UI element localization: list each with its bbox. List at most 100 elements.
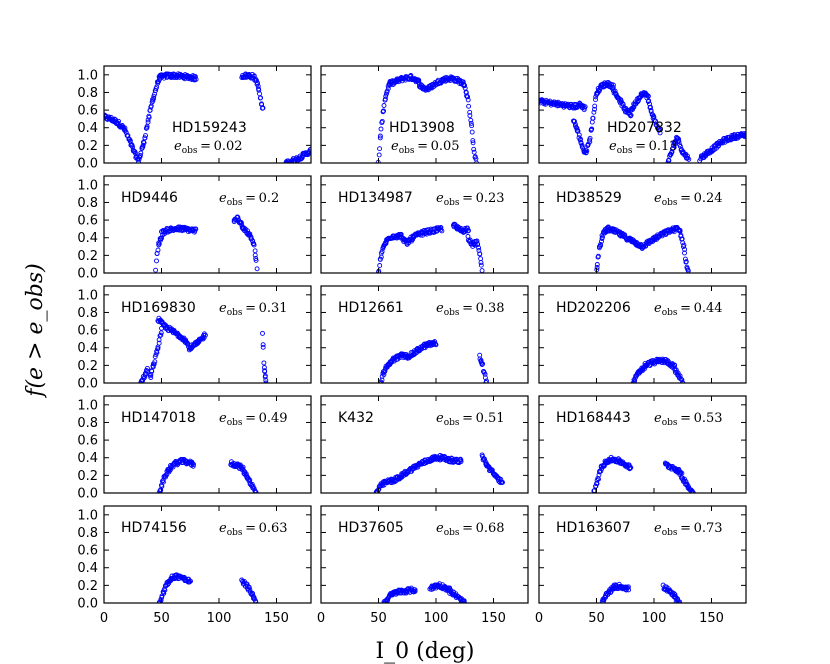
x-tick-label: 50 [153, 611, 170, 626]
y-tick-label: 0.6 [77, 214, 98, 229]
eobs-label: eobs = 0.31 [219, 301, 288, 318]
data-point [150, 364, 156, 370]
data-point [469, 129, 475, 135]
data-point [572, 118, 577, 124]
panel-frame [538, 395, 747, 494]
data-point [143, 371, 149, 377]
data-point [188, 578, 193, 584]
data-point [379, 249, 385, 254]
data-point [140, 142, 146, 148]
data-point [253, 489, 259, 493]
data-point [384, 88, 390, 94]
data-point [140, 139, 146, 145]
panel-HD202206: HD202206 eobs = 0.44 [538, 285, 747, 384]
data-point [670, 145, 676, 151]
data-point [574, 125, 580, 131]
panel-K432: K432 eobs = 0.51 [320, 395, 529, 494]
data-point [648, 104, 653, 110]
data-point [149, 368, 155, 374]
panel-HD207832: HD207832 eobs = 0.13 [538, 65, 747, 164]
data-point [672, 141, 678, 147]
y-tick-label: 0.2 [77, 249, 98, 264]
data-point [666, 463, 672, 469]
data-point [261, 360, 267, 366]
data-point [582, 104, 588, 110]
data-point [672, 363, 678, 369]
data-point [381, 108, 386, 114]
eobs-label: eobs = 0.05 [391, 139, 460, 156]
data-point [439, 228, 445, 234]
eobs-label: eobs = 0.49 [219, 411, 288, 428]
data-point [665, 160, 671, 163]
data-point [260, 330, 265, 336]
data-point [628, 465, 634, 471]
panel-HD9446: 0.0 0.2 0.4 0.6 0.8 1.0 HD9446 eobs = 0.2 [77, 175, 312, 282]
data-point [192, 74, 198, 80]
eobs-label: eobs = 0.23 [436, 191, 505, 208]
data-point [594, 265, 600, 270]
y-tick-label: 0.0 [77, 377, 98, 392]
scatter-points [373, 452, 505, 493]
data-point [260, 344, 266, 350]
data-point [682, 256, 688, 262]
data-point [462, 600, 468, 603]
data-point [468, 117, 474, 123]
data-point [630, 380, 636, 383]
scatter-points [153, 214, 260, 273]
data-point [743, 131, 746, 137]
data-point [665, 358, 671, 364]
data-point [190, 461, 195, 466]
eobs-label: eobs = 0.53 [654, 411, 723, 428]
scatter-points [375, 221, 485, 273]
data-point [656, 127, 662, 133]
data-point [465, 97, 471, 103]
panel-frame [103, 395, 312, 494]
data-point [595, 253, 601, 259]
data-point [377, 135, 383, 141]
panel-frame [103, 65, 312, 164]
data-point [379, 118, 385, 124]
data-point [388, 359, 394, 365]
panel-HD159243: 0.0 0.2 0.4 0.6 0.8 1.0 HD159243 eobs = 0.02 [77, 65, 312, 172]
star-name-label: HD159243 [172, 120, 247, 136]
data-point [673, 599, 679, 603]
y-tick-label: 0.0 [77, 487, 98, 502]
data-point [253, 599, 259, 603]
data-point [255, 80, 261, 86]
data-point [147, 107, 153, 113]
data-point [130, 144, 136, 150]
data-point [482, 371, 488, 377]
data-point [680, 380, 686, 383]
data-point [251, 73, 257, 79]
panel-frame [538, 175, 747, 274]
data-point [412, 588, 418, 594]
data-point [593, 97, 598, 103]
data-point [145, 119, 151, 125]
data-point [263, 380, 269, 383]
scatter-points [375, 73, 479, 163]
data-point [433, 342, 439, 348]
data-point [676, 136, 682, 142]
data-point [686, 156, 692, 162]
data-point [240, 464, 246, 470]
y-tick-label: 0.4 [77, 561, 98, 576]
y-tick-label: 1.0 [77, 288, 98, 303]
data-point [592, 106, 597, 112]
y-tick-label: 1.0 [77, 178, 98, 193]
data-point [154, 250, 160, 256]
data-point [682, 476, 687, 482]
data-point [466, 228, 471, 234]
panel-frame [538, 285, 747, 384]
y-tick-label: 1.0 [77, 508, 98, 523]
data-point [252, 489, 258, 493]
data-point [152, 359, 158, 365]
x-tick-label: 0 [100, 611, 108, 626]
y-tick-label: 0.8 [77, 416, 98, 431]
data-point [678, 469, 684, 475]
data-point [378, 126, 384, 132]
data-point [138, 150, 144, 156]
data-point [462, 82, 467, 88]
y-tick-label: 0.4 [77, 231, 98, 246]
data-point [467, 109, 473, 115]
data-point [246, 478, 252, 484]
